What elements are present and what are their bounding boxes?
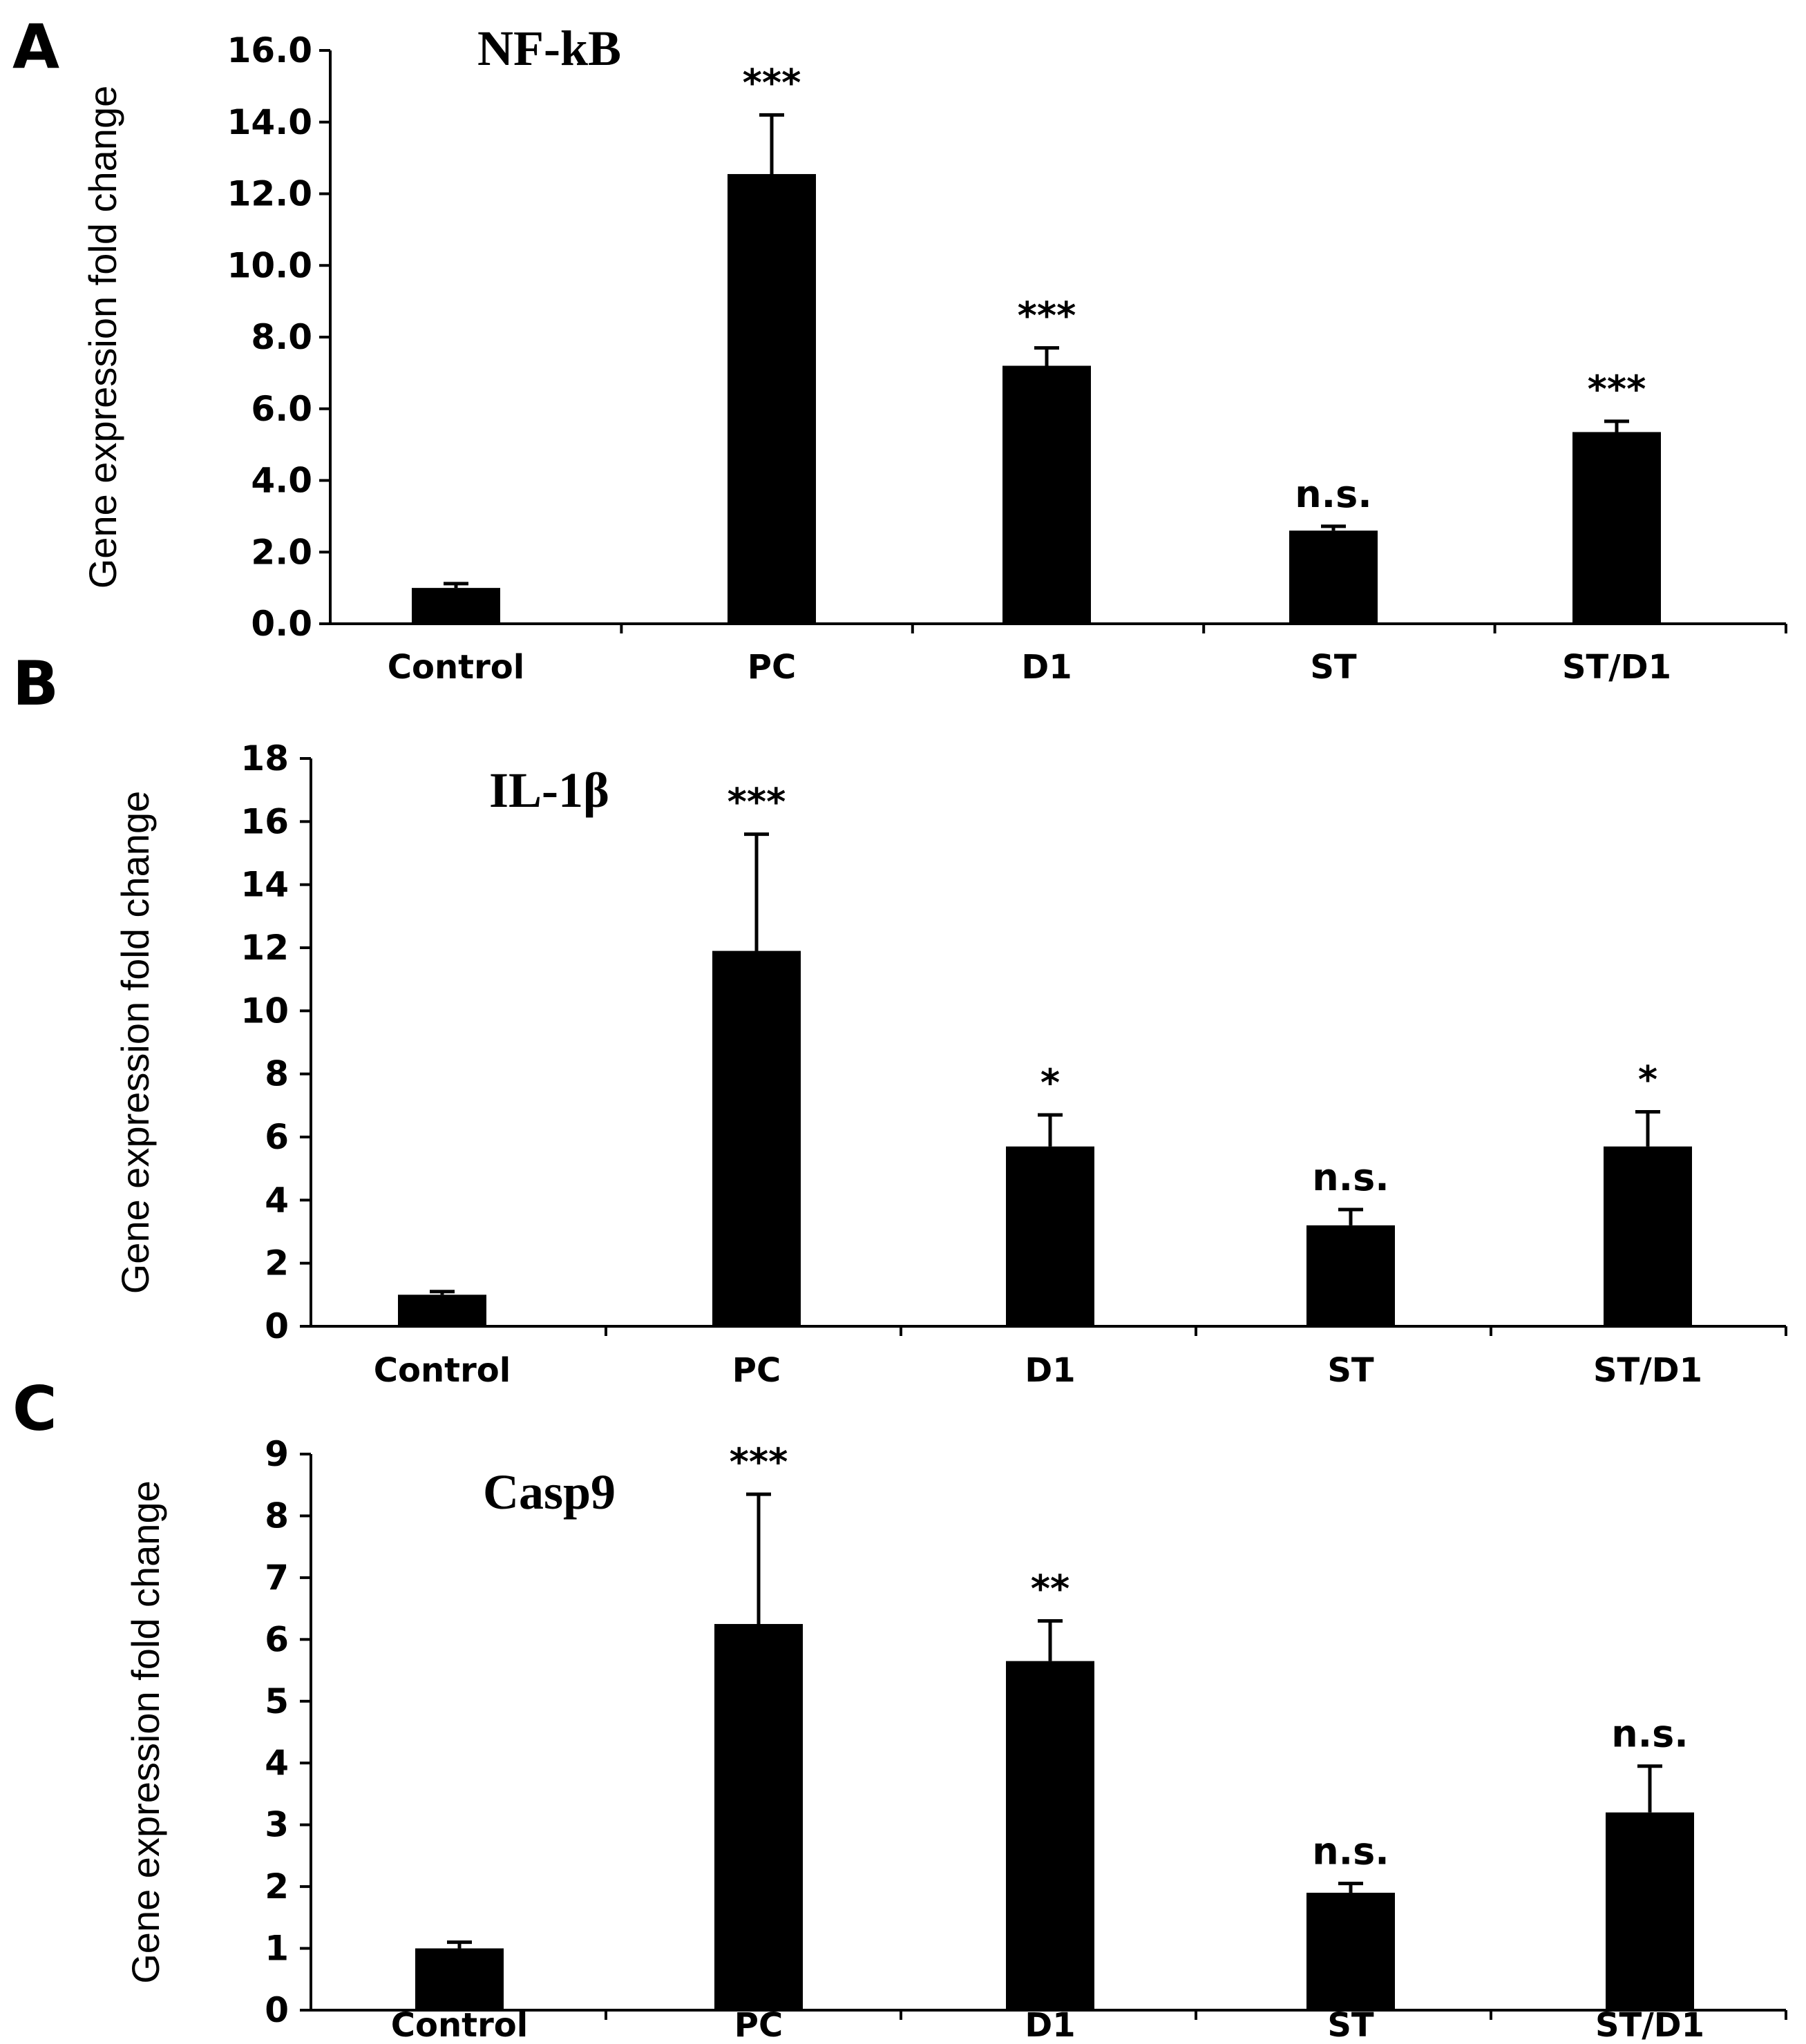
panel-a: A NF-kB Gene expression fold change 0.0 2.0 4…: [12, 11, 1787, 687]
x-category-label: ST: [1327, 2006, 1374, 2044]
y-tick-label: 0: [265, 1306, 289, 1346]
bar-d1: [1002, 365, 1091, 624]
y-tick-label: 12.0: [227, 174, 312, 214]
bar-pc: [712, 951, 801, 1326]
y-tick-label: 9: [265, 1434, 289, 1474]
y-tick-label: 1: [265, 1929, 289, 1969]
significance-label: n.s.: [1611, 1712, 1689, 1756]
x-category-label: Control: [391, 2006, 528, 2044]
bar-control: [398, 1295, 486, 1326]
x-category-label: ST/D1: [1595, 2006, 1704, 2044]
y-tick-label: 0.0: [251, 604, 312, 644]
significance-label: ***: [730, 1440, 788, 1484]
y-tick-label: 14: [240, 865, 289, 905]
significance-label: **: [1031, 1567, 1070, 1611]
y-axis-label: Gene expression fold change: [113, 791, 157, 1295]
y-tick-label: 10: [240, 991, 289, 1031]
significance-label: ***: [743, 61, 801, 104]
x-category-label: D1: [1025, 1351, 1075, 1390]
y-tick-label: 12: [240, 928, 289, 968]
x-category-label: D1: [1021, 648, 1072, 687]
y-tick-label: 7: [265, 1558, 289, 1598]
bar-st: [1306, 1893, 1395, 2010]
x-category-label: PC: [748, 648, 796, 687]
y-tick-label: 6: [265, 1619, 289, 1659]
y-axis-label: Gene expression fold change: [81, 86, 124, 589]
significance-label: n.s.: [1295, 472, 1372, 516]
bar-control: [412, 588, 500, 624]
y-tick-label: 6: [265, 1117, 289, 1157]
bar-control: [415, 1948, 504, 2010]
y-tick-label: 14.0: [227, 102, 312, 142]
x-category-label: ST: [1310, 648, 1357, 687]
bar-st-d1: [1572, 432, 1661, 624]
significance-label: ***: [1588, 367, 1646, 411]
significance-label: n.s.: [1312, 1156, 1389, 1199]
x-category-label: D1: [1025, 2006, 1075, 2044]
chart-title: Casp9: [483, 1464, 616, 1520]
y-tick-label: 18: [240, 738, 289, 779]
y-tick-label: 2: [265, 1866, 289, 1907]
x-category-label: Control: [374, 1351, 511, 1390]
y-tick-label: 8: [265, 1054, 289, 1094]
panel-c: C Casp9 Gene expression fold change 0 1 2 3 4 5 6…: [12, 1373, 1787, 2044]
y-tick-label: 5: [265, 1681, 289, 1721]
y-tick-label: 4: [265, 1180, 289, 1220]
bar-st-d1: [1604, 1146, 1692, 1326]
chart-title: NF-kB: [477, 21, 621, 76]
y-tick-label: 6.0: [251, 389, 312, 429]
chart-title: IL-1β: [489, 763, 609, 818]
y-axis-label: Gene expression fold change: [124, 1480, 167, 1984]
significance-label: ***: [1018, 294, 1076, 338]
significance-label: ***: [728, 781, 786, 824]
y-tick-label: 4.0: [251, 461, 312, 501]
x-category-label: ST: [1327, 1351, 1374, 1390]
bar-st-d1: [1606, 1812, 1694, 2010]
y-tick-label: 16: [240, 801, 289, 841]
y-tick-label: 0: [265, 1990, 289, 2030]
bar-st: [1289, 531, 1378, 624]
significance-label: *: [1040, 1061, 1060, 1105]
y-tick-label: 4: [265, 1743, 289, 1783]
y-tick-label: 2: [265, 1243, 289, 1283]
panel-b: B IL-1β Gene expression fold change 0 2 4 6 8 10…: [12, 648, 1787, 1390]
x-category-label: ST/D1: [1593, 1351, 1702, 1390]
x-category-label: Control: [388, 648, 524, 687]
y-tick-label: 16.0: [227, 30, 312, 70]
x-category-label: ST/D1: [1562, 648, 1671, 687]
panel-letter: C: [12, 1373, 57, 1444]
y-tick-label: 8.0: [251, 317, 312, 357]
bar-d1: [1006, 1661, 1094, 2010]
x-category-label: PC: [732, 1351, 781, 1390]
x-category-label: PC: [734, 2006, 783, 2044]
panel-letter: B: [12, 648, 59, 719]
bar-pc: [714, 1623, 803, 2010]
y-tick-label: 10.0: [227, 245, 312, 285]
bar-d1: [1006, 1146, 1094, 1326]
bar-st: [1306, 1225, 1395, 1326]
bar-pc: [728, 173, 816, 624]
y-tick-label: 8: [265, 1496, 289, 1536]
significance-label: *: [1638, 1058, 1657, 1101]
significance-label: n.s.: [1312, 1830, 1389, 1873]
y-tick-label: 3: [265, 1805, 289, 1845]
y-tick-label: 2.0: [251, 532, 312, 572]
panel-letter: A: [12, 11, 59, 82]
